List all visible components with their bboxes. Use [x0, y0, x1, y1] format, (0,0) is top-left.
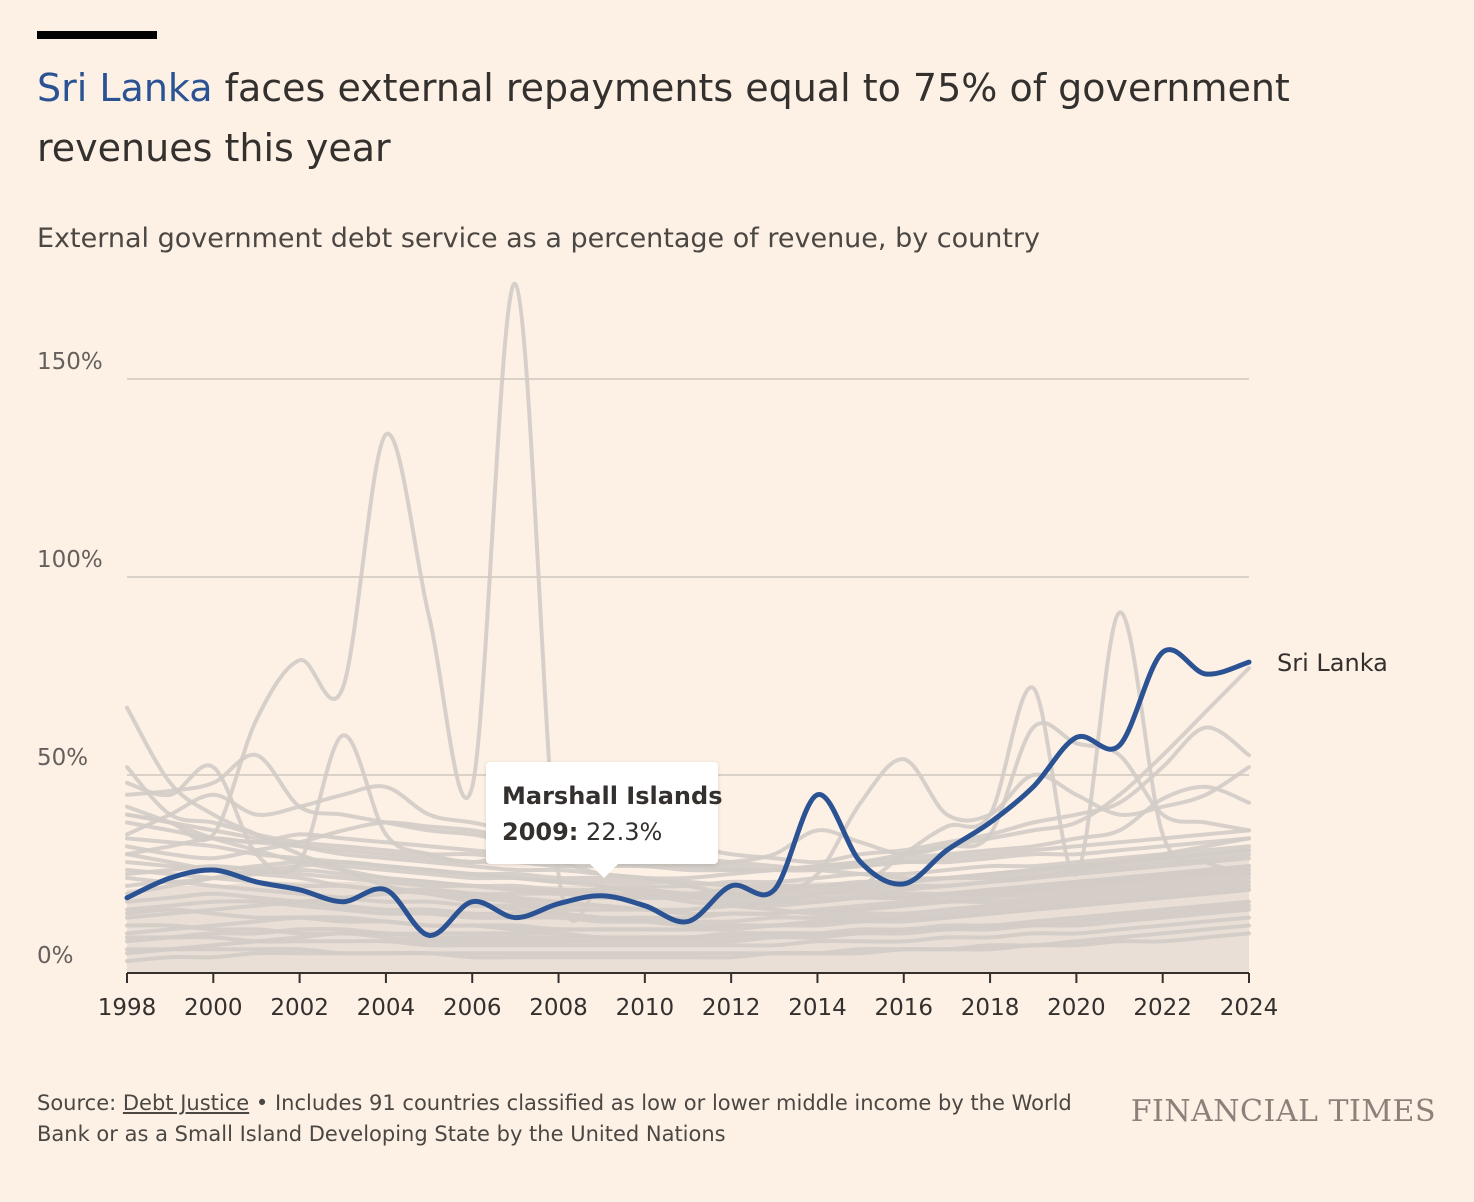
- axes: 0% 50% 100% 150% 1998 2000 2002 2004 2006 2008 201…: [37, 349, 1278, 1021]
- background-series-line: [125, 915, 1251, 948]
- x-tick-label: 2002: [270, 995, 329, 1021]
- tooltip-year: 2009:: [502, 818, 579, 846]
- y-tick-label: 0%: [37, 943, 74, 969]
- x-tick-label: 2010: [616, 995, 675, 1021]
- y-tick-label: 150%: [37, 349, 103, 375]
- y-tick-label: 100%: [37, 547, 103, 573]
- x-tick-label: 2008: [529, 995, 588, 1021]
- background-series-line: [125, 899, 1251, 944]
- background-series-line: [125, 832, 1251, 873]
- source-label: Source:: [37, 1091, 123, 1115]
- sri-lanka-line[interactable]: [124, 647, 1252, 938]
- series-end-label: Sri Lanka: [1277, 649, 1388, 677]
- x-tick-label: 2006: [443, 995, 502, 1021]
- footer-note: Source: Debt Justice • Includes 91 count…: [37, 1088, 1107, 1150]
- hover-tooltip: Marshall Islands 2009: 22.3%: [486, 762, 722, 878]
- chart-title: Sri Lanka faces external repayments equa…: [37, 58, 1437, 178]
- title-highlight: Sri Lanka: [37, 66, 213, 110]
- chart-subtitle: External government debt service as a pe…: [37, 223, 1041, 254]
- x-tick-label: 2020: [1047, 995, 1106, 1021]
- background-series-line: [125, 931, 1251, 956]
- x-tick-label: 2018: [961, 995, 1020, 1021]
- financial-times-logo: FINANCIAL TIMES: [1130, 1094, 1436, 1129]
- x-tick-label: 2022: [1133, 995, 1192, 1021]
- footer-note-text: • Includes 91 countries classified as lo…: [37, 1091, 1072, 1146]
- x-tick-label: 1998: [98, 995, 157, 1021]
- tooltip-value: 22.3%: [586, 818, 663, 846]
- background-series-line: [125, 923, 1251, 964]
- background-series-line: [125, 856, 1251, 897]
- y-tick-label: 50%: [37, 745, 88, 771]
- title-rest: faces external repayments equal to 75% o…: [37, 66, 1290, 170]
- background-series-line: [125, 868, 1251, 920]
- background-series-line: [125, 836, 1251, 889]
- x-tick-label: 2000: [184, 995, 243, 1021]
- tooltip-country: Marshall Islands: [502, 782, 723, 810]
- background-series-line: [125, 820, 1251, 873]
- background-series-group: [125, 281, 1251, 973]
- background-series-line: [125, 281, 1251, 923]
- tooltip-value-line: 2009: 22.3%: [502, 818, 662, 846]
- brand-top-bar: [37, 31, 157, 39]
- highlight-series-group[interactable]: Sri Lanka: [124, 647, 1388, 938]
- background-series-line: [125, 907, 1251, 956]
- x-tick-label: 2004: [357, 995, 416, 1021]
- background-series-line: [125, 876, 1251, 920]
- gridlines: [127, 378, 1249, 776]
- x-tick-label: 2024: [1220, 995, 1279, 1021]
- x-tick-label: 2016: [874, 995, 933, 1021]
- x-tick-label: 2014: [788, 995, 847, 1021]
- x-tick-label: 2012: [702, 995, 761, 1021]
- source-link[interactable]: Debt Justice: [122, 1091, 250, 1115]
- background-series-line: [125, 887, 1251, 936]
